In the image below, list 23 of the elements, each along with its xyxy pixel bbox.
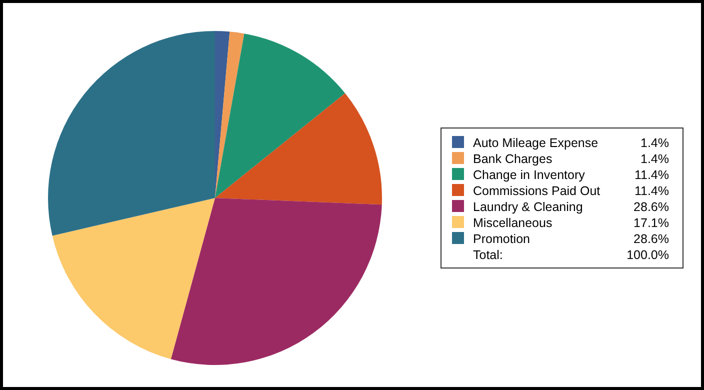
pie-slice: [170, 198, 382, 365]
legend-label: Bank Charges: [473, 152, 552, 166]
legend-label: Miscellaneous: [473, 216, 552, 230]
pie-slice: [215, 31, 230, 198]
legend-label: Change in Inventory: [473, 168, 586, 182]
pie-slice: [215, 32, 244, 198]
text: 100.0%: [626, 248, 669, 262]
data-label: 1.4%: [640, 152, 669, 166]
data-label: 11.4%: [634, 184, 669, 198]
text: Total:: [473, 248, 503, 262]
data-label: 28.6%: [634, 200, 669, 214]
data-label: 1.4%: [640, 136, 669, 150]
pie-slice: [52, 198, 215, 360]
legend-label: Auto Mileage Expense: [473, 136, 598, 150]
legend-label: Promotion: [473, 232, 530, 246]
legend-label: Commissions Paid Out: [473, 184, 601, 198]
pie-slice: [215, 34, 346, 198]
legend-label: Laundry & Cleaning: [473, 200, 583, 214]
pie-slice: [215, 93, 382, 205]
pie-slice: [48, 31, 215, 236]
data-label: 28.6%: [634, 232, 669, 246]
data-label: 11.4%: [634, 168, 669, 182]
data-label: 17.1%: [634, 216, 669, 230]
